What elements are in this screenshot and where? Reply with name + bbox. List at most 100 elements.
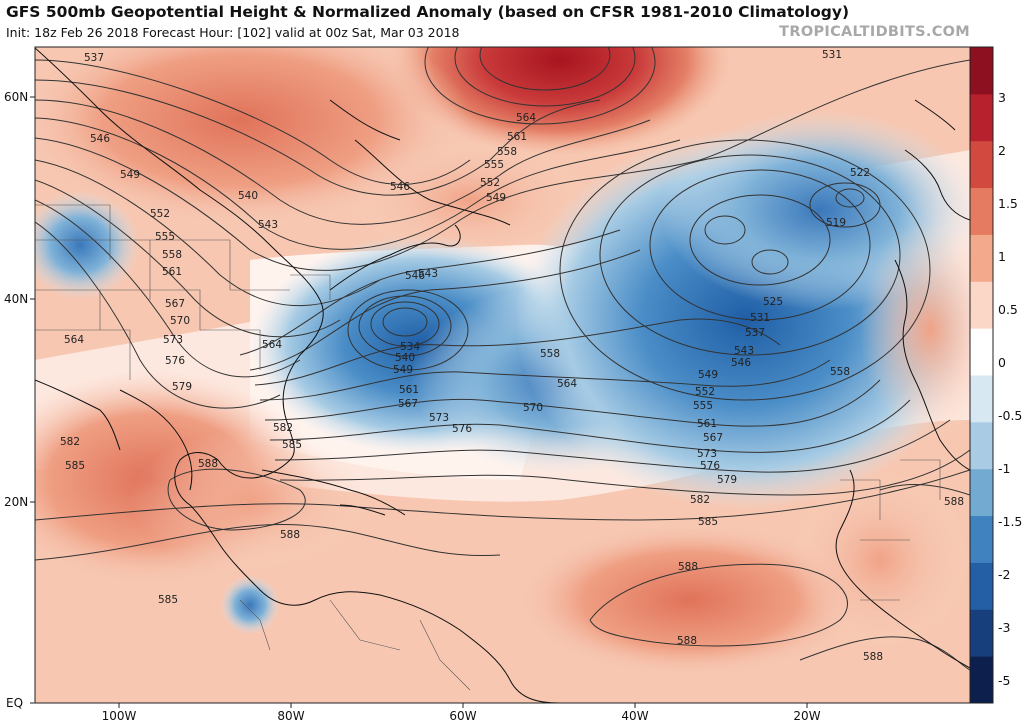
contour-label: 543 — [418, 268, 438, 280]
lat-label: 40N — [4, 292, 28, 306]
contour-label: 585 — [282, 439, 302, 451]
colorbar-label: -5 — [998, 673, 1010, 688]
contour-label: 522 — [850, 167, 870, 179]
colorbar-label: 3 — [998, 90, 1006, 105]
contour-label: 519 — [826, 217, 846, 229]
contour-label: 537 — [84, 52, 104, 64]
colorbar-label: 0 — [998, 355, 1006, 370]
contour-label: 546 — [405, 270, 425, 282]
lat-label: EQ — [6, 696, 23, 710]
colorbar-swatch — [970, 140, 993, 189]
contour-label: 561 — [507, 131, 527, 143]
lon-label: 20W — [793, 709, 820, 723]
colorbar-swatch — [970, 375, 993, 423]
contour-label: 588 — [944, 496, 964, 508]
contour-label: 585 — [65, 460, 85, 472]
contour-label: 567 — [165, 298, 185, 310]
site-brand: TROPICALTIDBITS.COM — [779, 24, 970, 40]
colorbar-swatch — [970, 421, 993, 470]
lon-label: 100W — [102, 709, 137, 723]
contour-label: 531 — [822, 49, 842, 61]
contour-label: 564 — [262, 339, 282, 351]
map-title: GFS 500mb Geopotential Height & Normaliz… — [6, 3, 850, 21]
lat-label: 20N — [4, 495, 28, 509]
contour-labels: 537 546 549 552 555 558 561 564 567 570 … — [60, 49, 964, 663]
contour-label: 570 — [170, 315, 190, 327]
colorbar: 3 2 1.5 1 0.5 0 -0.5 -1 -1.5 -2 -3 -5 — [969, 46, 1022, 704]
contour-label: 582 — [273, 422, 293, 434]
colorbar-swatch — [970, 187, 993, 235]
contour-label: 561 — [162, 266, 182, 278]
colorbar-label: -1.5 — [998, 514, 1022, 529]
contour-label: 585 — [698, 516, 718, 528]
colorbar-swatch — [970, 468, 993, 517]
contour-label: 549 — [393, 364, 413, 376]
contour-label: 564 — [557, 378, 577, 390]
colorbar-label: 1.5 — [998, 196, 1018, 211]
contour-label: 534 — [400, 341, 420, 353]
contour-label: 588 — [863, 651, 883, 663]
contour-label: 531 — [750, 312, 770, 324]
contour-label: 588 — [198, 458, 218, 470]
contour-label: 588 — [677, 635, 697, 647]
contour-label: 570 — [523, 402, 543, 414]
contour-label: 540 — [238, 190, 258, 202]
colorbar-label: -1 — [998, 461, 1010, 476]
contour-label: 537 — [745, 327, 765, 339]
contour-label: 555 — [155, 231, 175, 243]
contour-label: 525 — [763, 296, 783, 308]
contour-label: 573 — [429, 412, 449, 424]
contour-label: 558 — [497, 146, 517, 158]
contour-label: 555 — [693, 400, 713, 412]
colorbar-swatch — [970, 234, 993, 282]
contour-label: 579 — [172, 381, 192, 393]
colorbar-label: 2 — [998, 143, 1006, 158]
contour-label: 546 — [731, 357, 751, 369]
contour-label: 576 — [700, 460, 720, 472]
contour-label: 546 — [390, 181, 410, 193]
contour-label: 555 — [484, 159, 504, 171]
contour-label: 540 — [395, 352, 415, 364]
colorbar-frame — [969, 46, 994, 704]
contour-label: 546 — [90, 133, 110, 145]
lon-label: 60W — [449, 709, 476, 723]
contour-label: 558 — [540, 348, 560, 360]
colorbar-swatch — [970, 656, 993, 704]
contour-label: 552 — [150, 208, 170, 220]
colorbar-label: 1 — [998, 249, 1006, 264]
colorbar-swatch — [970, 93, 993, 142]
colorbar-label: -0.5 — [998, 408, 1022, 423]
contour-label: 582 — [690, 494, 710, 506]
contour-label: 564 — [516, 112, 536, 124]
contour-label: 582 — [60, 436, 80, 448]
lon-label: 40W — [621, 709, 648, 723]
contour-label: 579 — [717, 474, 737, 486]
colorbar-label: -3 — [998, 620, 1010, 635]
contour-label: 561 — [399, 384, 419, 396]
contour-label: 588 — [678, 561, 698, 573]
contour-label: 561 — [697, 418, 717, 430]
lon-label: 80W — [277, 709, 304, 723]
contour-label: 543 — [734, 345, 754, 357]
contour-label: 573 — [163, 334, 183, 346]
contour-label: 549 — [486, 192, 506, 204]
contour-label: 564 — [64, 334, 84, 346]
colorbar-swatch — [970, 562, 993, 610]
latitude-axis: 60N 40N 20N EQ — [4, 90, 35, 710]
map-subtitle: Init: 18z Feb 26 2018 Forecast Hour: [10… — [6, 25, 460, 40]
colorbar-swatch — [970, 281, 993, 329]
height-contours — [35, 47, 970, 671]
colorbar-swatch — [970, 515, 993, 563]
contour-label: 558 — [830, 366, 850, 378]
contour-label: 558 — [162, 249, 182, 261]
contour-label: 549 — [698, 369, 718, 381]
lat-label: 60N — [4, 90, 28, 104]
contour-label: 588 — [280, 529, 300, 541]
longitude-axis: 100W 80W 60W 40W 20W — [102, 703, 821, 723]
coastlines — [35, 47, 970, 703]
colorbar-swatch — [970, 609, 993, 657]
contour-label: 549 — [120, 169, 140, 181]
contour-label: 552 — [695, 386, 715, 398]
anomaly-shading — [35, 47, 970, 703]
contour-label: 576 — [452, 423, 472, 435]
